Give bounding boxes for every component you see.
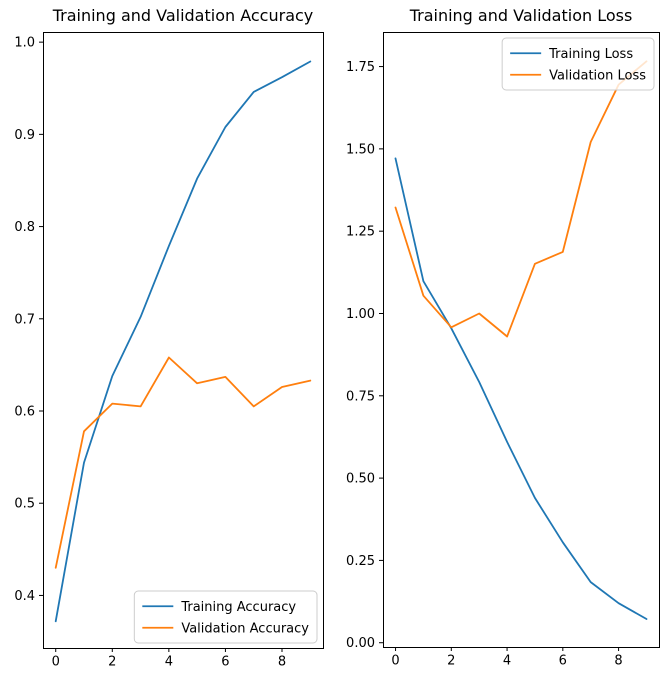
y-tick-label: 0.6 [14,405,35,420]
legend-label: Validation Accuracy [181,621,309,636]
y-tick-label: 0.75 [346,389,375,404]
x-tick-label: 6 [559,654,567,669]
y-tick-label: 0.00 [346,636,375,651]
y-tick-label: 0.8 [14,220,35,235]
y-tick-label: 0.5 [14,497,35,512]
x-tick-label: 8 [614,654,622,669]
x-tick-label: 4 [165,655,173,670]
training-loss-line [394,157,648,620]
x-tick-label: 4 [503,654,511,669]
training-accuracy-line [54,60,312,623]
x-tick-label: 2 [447,654,455,669]
legend-box [133,590,318,644]
legend-label: Training Accuracy [180,600,296,615]
x-tick-label: 2 [108,655,116,670]
x-tick-label: 8 [278,655,286,670]
validation-accuracy-line [54,356,312,569]
y-tick-label: 0.25 [346,554,375,569]
legend-label: Validation Loss [549,68,646,83]
legend-box [501,37,655,91]
y-tick-label: 0.7 [14,312,35,327]
x-tick-label: 0 [391,654,399,669]
y-tick-label: 0.50 [346,472,375,487]
validation-loss-line [394,60,648,338]
x-tick-label: 0 [52,655,60,670]
loss-chart: 0.00 0.25 0.50 0.75 1.00 1.25 1.50 1.75 0 2 4 6 8 Tra… [346,32,660,669]
y-tick-label: 1.0 [14,36,35,51]
axes-frame [43,32,324,649]
accuracy-chart: 0.4 0.5 0.6 0.7 0.8 0.9 1.0 0 2 4 6 8 Training Accur… [14,32,324,670]
y-tick-label: 1.50 [346,142,375,157]
y-tick-label: 1.00 [346,307,375,322]
y-tick-label: 1.25 [346,225,375,240]
axes-frame [383,32,660,648]
legend-label: Training Loss [548,47,633,62]
y-tick-label: 0.4 [14,589,35,604]
loss-chart-title: Training and Validation Loss [409,6,633,25]
accuracy-chart-title: Training and Validation Accuracy [52,6,314,25]
x-tick-label: 6 [221,655,229,670]
y-tick-label: 0.9 [14,128,35,143]
y-tick-label: 1.75 [346,60,375,75]
